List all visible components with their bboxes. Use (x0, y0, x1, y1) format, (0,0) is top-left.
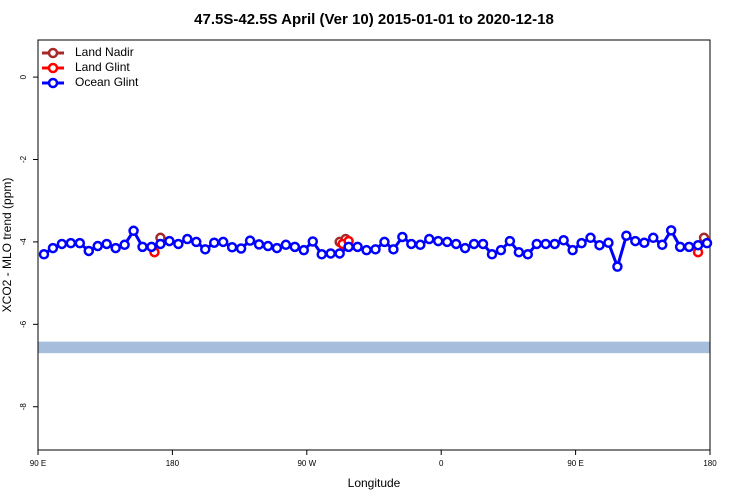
data-point (289, 241, 301, 253)
x-tick-label: 90 W (297, 459, 316, 468)
x-tick-label: 180 (166, 459, 180, 468)
data-point (477, 238, 489, 250)
data-point (155, 238, 166, 250)
x-tick-label: 0 (439, 459, 444, 468)
data-point (424, 233, 435, 245)
data-point (549, 238, 560, 250)
y-tick-label: -4 (19, 238, 28, 246)
data-point (47, 242, 59, 254)
data-point (639, 237, 650, 248)
data-point (83, 245, 95, 257)
data-point (397, 231, 408, 243)
data-point (441, 236, 453, 248)
y-tick-label: 0 (19, 74, 28, 79)
legend-label: Land Nadir (75, 45, 134, 59)
chart-title: 47.5S-42.5S April (Ver 10) 2015-01-01 to… (194, 11, 554, 28)
data-point (146, 241, 157, 253)
data-point (701, 237, 713, 249)
data-point (226, 242, 238, 253)
data-point (540, 238, 551, 250)
data-point (110, 242, 121, 254)
data-point (280, 239, 292, 251)
legend-marker (47, 77, 59, 89)
data-point (603, 237, 614, 248)
data-point (468, 238, 480, 250)
data-point (307, 236, 319, 247)
legend-label: Ocean Glint (75, 75, 139, 89)
data-point (208, 237, 220, 248)
data-point (585, 232, 596, 244)
legend-marker (47, 47, 59, 59)
data-point (244, 235, 256, 246)
data-point (648, 232, 659, 244)
y-axis-label: XCO2 - MLO trend (ppm) (0, 178, 14, 313)
data-point (334, 248, 345, 259)
y-tick-label: -8 (19, 403, 28, 411)
data-point (173, 238, 184, 250)
band (38, 341, 710, 354)
data-point (522, 249, 534, 260)
legend-label: Land Glint (75, 60, 130, 74)
data-point (101, 238, 112, 250)
data-point (200, 244, 211, 255)
data-point (665, 225, 677, 236)
data-point (298, 244, 310, 256)
data-point (92, 240, 103, 252)
data-point (406, 238, 417, 250)
data-point (253, 239, 265, 250)
data-point (182, 233, 193, 245)
data-point (361, 244, 372, 256)
data-point (137, 241, 148, 253)
data-point (415, 239, 426, 251)
data-point (74, 237, 86, 249)
data-point (316, 249, 327, 260)
data-point (191, 236, 202, 248)
legend-marker (47, 62, 59, 74)
data-point (576, 237, 587, 249)
data-point (531, 238, 543, 250)
data-point (343, 241, 354, 253)
data-point (630, 235, 641, 247)
data-point (352, 241, 363, 253)
data-point (450, 238, 462, 250)
data-point (56, 238, 68, 250)
data-point (38, 249, 50, 260)
y-tick-label: -6 (19, 320, 28, 328)
data-point (370, 244, 381, 255)
data-point (164, 235, 175, 247)
data-point (459, 242, 471, 254)
x-axis-label: Longitude (348, 476, 401, 490)
y-tick-label: -2 (19, 155, 28, 163)
data-point (432, 235, 444, 247)
x-tick-label: 90 E (567, 459, 583, 468)
data-point (692, 239, 704, 251)
data-point (683, 241, 695, 253)
data-point (486, 249, 498, 260)
data-point (128, 225, 139, 237)
data-point (388, 244, 399, 255)
data-point (262, 240, 274, 252)
data-point (235, 243, 247, 254)
data-point (504, 235, 516, 247)
data-point (379, 236, 390, 248)
data-point (612, 261, 623, 272)
data-point (674, 241, 686, 253)
data-point (495, 244, 507, 256)
data-point (325, 248, 336, 259)
data-point (656, 239, 668, 251)
data-point (558, 235, 569, 246)
data-point (271, 242, 283, 254)
data-point (217, 236, 229, 248)
data-point (513, 246, 525, 258)
data-point (621, 230, 632, 241)
data-point (119, 239, 130, 251)
data-point (567, 244, 578, 256)
x-tick-label: 180 (703, 459, 717, 468)
x-tick-label: 90 E (30, 459, 46, 468)
data-point (65, 237, 77, 249)
data-point (594, 239, 605, 251)
